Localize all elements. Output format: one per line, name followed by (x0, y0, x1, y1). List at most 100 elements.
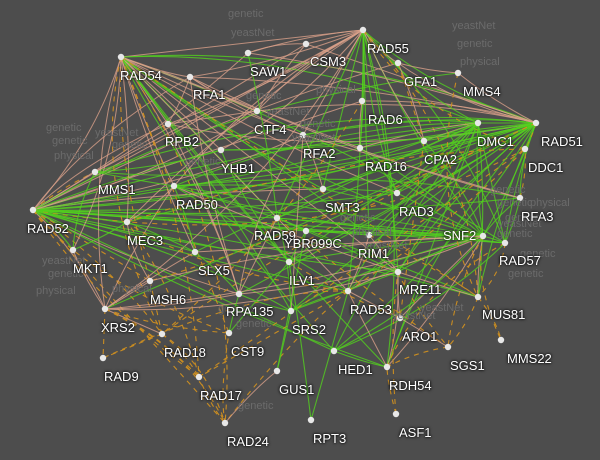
edge-physical[interactable] (126, 29, 364, 223)
edge-yeastNet[interactable] (32, 209, 200, 378)
edge-genetic[interactable] (228, 261, 290, 334)
node-yhb1[interactable] (217, 146, 225, 154)
edge-yeastNet[interactable] (397, 62, 425, 142)
edge-yeastNet[interactable] (102, 308, 106, 359)
edge-yeastNet[interactable] (362, 29, 526, 150)
edge-physical[interactable] (397, 271, 479, 298)
node-srs2[interactable] (287, 307, 295, 315)
node-mus81[interactable] (474, 293, 482, 301)
edge-physical[interactable] (238, 235, 484, 295)
node-mms4[interactable] (454, 69, 462, 77)
edge-genetic[interactable] (120, 55, 479, 124)
edge-yeastNet[interactable] (224, 290, 349, 424)
node-smt3[interactable] (319, 185, 327, 193)
node-msh6[interactable] (146, 277, 154, 285)
edge-yeastNet[interactable] (32, 209, 230, 334)
edge-physical[interactable] (120, 56, 196, 253)
edge-physical[interactable] (120, 56, 130, 223)
edge-physical[interactable] (120, 56, 258, 112)
node-xrs2[interactable] (101, 305, 109, 313)
node-ybr099c[interactable] (302, 227, 310, 235)
node-rad24[interactable] (221, 419, 229, 427)
edge-yeastNet[interactable] (120, 56, 228, 424)
edge-yeastNet[interactable] (32, 209, 163, 335)
edge-genetic[interactable] (359, 122, 537, 149)
edge-genetic[interactable] (94, 122, 479, 176)
edge-physical[interactable] (256, 104, 537, 124)
edge-genetic[interactable] (290, 235, 484, 312)
edge-yeastNet[interactable] (198, 376, 226, 424)
edge-yeastNet[interactable] (519, 148, 526, 199)
edge-yeastNet[interactable] (102, 290, 349, 359)
edge-genetic[interactable] (220, 122, 479, 151)
node-mre11[interactable] (394, 268, 402, 276)
edge-physical[interactable] (247, 43, 307, 54)
edge-physical[interactable] (167, 123, 240, 295)
edge-genetic[interactable] (423, 140, 484, 237)
edge-physical[interactable] (32, 110, 258, 211)
node-cpa2[interactable] (420, 137, 428, 145)
edge-genetic[interactable] (396, 192, 484, 237)
node-rfa3[interactable] (516, 194, 524, 202)
node-ilv1[interactable] (285, 258, 293, 266)
edge-genetic[interactable] (276, 29, 364, 219)
edge-genetic[interactable] (32, 72, 459, 211)
edge-physical[interactable] (104, 29, 364, 310)
edge-physical[interactable] (104, 185, 175, 310)
node-rad54[interactable] (117, 53, 125, 61)
node-rad51[interactable] (532, 119, 540, 127)
edge-genetic[interactable] (396, 122, 479, 194)
edge-physical[interactable] (72, 249, 106, 310)
edge-genetic[interactable] (333, 242, 506, 352)
edge-genetic[interactable] (120, 56, 290, 263)
edge-genetic[interactable] (126, 221, 196, 253)
edge-physical[interactable] (126, 185, 175, 223)
edge-yeastNet[interactable] (126, 148, 526, 223)
edge-physical[interactable] (189, 76, 537, 124)
edge-physical[interactable] (32, 56, 122, 211)
edge-genetic[interactable] (362, 29, 370, 236)
node-rad52[interactable] (29, 206, 37, 214)
node-rad6[interactable] (358, 97, 366, 105)
edge-physical[interactable] (256, 43, 307, 112)
edge-yeastNet[interactable] (104, 308, 200, 378)
edge-physical[interactable] (104, 271, 399, 311)
edge-physical[interactable] (32, 76, 191, 211)
edge-genetic[interactable] (333, 235, 484, 352)
edge-genetic[interactable] (305, 230, 370, 236)
edge-genetic[interactable] (290, 122, 537, 312)
edge-genetic[interactable] (396, 122, 537, 194)
node-rad17[interactable] (195, 373, 203, 381)
edge-physical[interactable] (189, 29, 364, 78)
edge-genetic[interactable] (120, 56, 388, 368)
edge-genetic[interactable] (32, 209, 292, 312)
edge-genetic[interactable] (359, 147, 398, 194)
node-rad53[interactable] (344, 287, 352, 295)
edge-yeastNet[interactable] (198, 148, 526, 378)
edge-physical[interactable] (189, 76, 521, 199)
node-rpt3[interactable] (307, 416, 315, 424)
node-cst9[interactable] (225, 329, 233, 337)
edge-genetic[interactable] (94, 149, 222, 173)
edge-genetic[interactable] (310, 290, 349, 421)
edge-genetic[interactable] (120, 56, 324, 190)
node-rad18[interactable] (158, 330, 166, 338)
edge-yeastNet[interactable] (347, 148, 526, 292)
edge-genetic[interactable] (359, 147, 484, 237)
node-rad16[interactable] (356, 144, 364, 152)
edge-genetic[interactable] (333, 350, 388, 368)
edge-genetic[interactable] (94, 171, 175, 187)
edge-genetic[interactable] (32, 209, 74, 251)
node-rad55[interactable] (359, 26, 367, 34)
edge-yeastNet[interactable] (386, 346, 449, 368)
edge-yeastNet[interactable] (477, 296, 502, 341)
node-saw1[interactable] (244, 49, 252, 57)
edge-physical[interactable] (399, 235, 484, 319)
node-sgs1[interactable] (444, 343, 452, 351)
edge-physical[interactable] (238, 134, 304, 295)
edge-genetic[interactable] (305, 230, 484, 237)
edge-physical[interactable] (302, 29, 364, 136)
edge-yeastNet[interactable] (120, 56, 479, 298)
edge-genetic[interactable] (120, 56, 484, 237)
